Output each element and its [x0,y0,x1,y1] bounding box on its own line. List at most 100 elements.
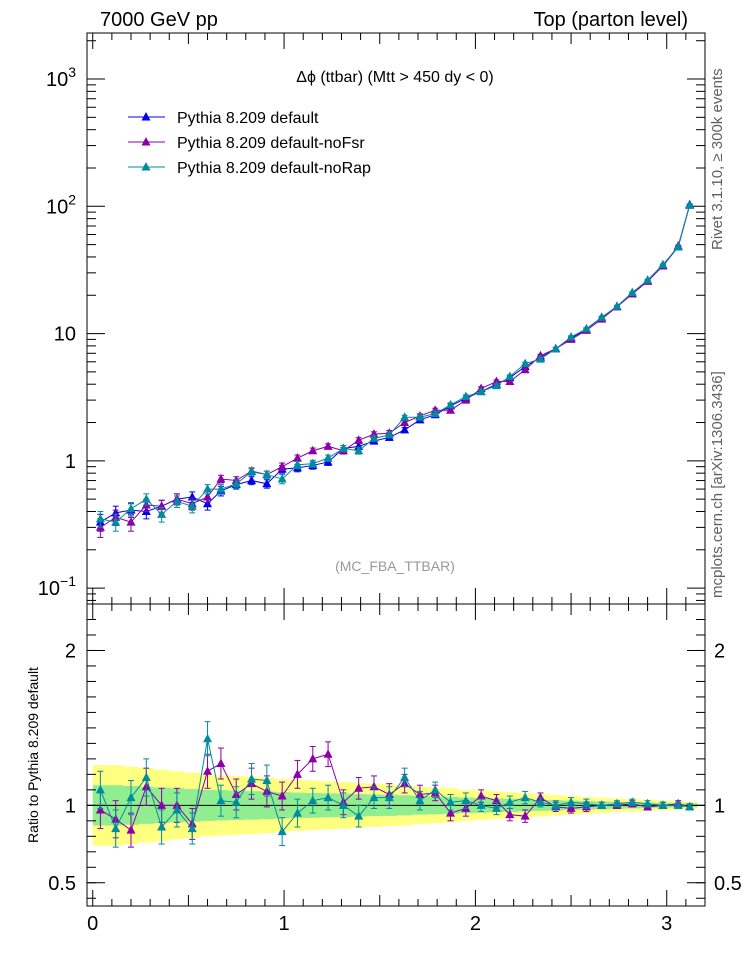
ratio-point [292,808,302,817]
series-line [100,205,691,528]
data-point [430,408,440,418]
y-tick-exponent: 3 [68,64,76,80]
ratio-y-tick-label: 2 [65,640,76,662]
legend-label: Pythia 8.209 default-noFsr [177,135,365,152]
ratio-point [172,804,182,814]
y-tick-label: 102 [46,191,76,218]
ratio-point [491,803,501,812]
series-line [100,205,691,523]
ratio-point [673,800,683,809]
data-point [551,343,561,353]
data-point [461,391,471,401]
y-tick-base: 10 [46,196,68,218]
y-tick-base: 1 [65,451,76,473]
data-point [384,429,394,439]
data-point [520,358,530,368]
data-point [277,473,287,483]
ratio-frame [86,603,706,907]
y-tick-label: 103 [46,64,76,91]
data-point [216,484,226,493]
data-point [323,441,333,450]
ratio-point [597,800,607,809]
ratio-point [446,808,456,817]
ratio-y-tick-label: 1 [65,795,76,817]
data-point [535,354,545,363]
ratio-point [643,798,653,808]
data-point [400,424,410,434]
ratio-y-tick-label-right: 1 [714,795,725,817]
ratio-point [535,792,545,802]
data-point [338,443,348,453]
data-point [247,466,257,476]
x-tick-label: 2 [470,913,481,935]
series-2 [95,200,695,532]
y-tick-base: 10 [38,578,60,600]
ratio-panel: 0.5 0.5 1 1 2 2 Ratio to Pythia 8.209 default [25,603,742,907]
ratio-point [520,811,530,820]
series-1 [95,200,695,538]
data-point [157,509,167,518]
data-point [126,503,136,513]
ratio-point [685,801,695,811]
legend-marker [141,162,151,171]
ratio-line [99,738,690,833]
data-point [415,412,425,421]
ratio-point [231,797,241,806]
ratio-point [520,792,530,802]
ratio-point [126,825,136,834]
data-point [566,331,576,341]
ratio-y-tick-label-right: 0.5 [714,873,742,895]
data-point [597,312,607,321]
ratio-point [187,823,197,833]
data-point [308,458,318,468]
ratio-point [323,792,333,802]
data-point [308,445,318,455]
data-point [673,241,683,251]
main-series-group [95,199,695,538]
header-left: 7000 GeV pp [100,9,218,31]
x-tick-label: 1 [279,913,290,935]
data-point [612,301,622,310]
data-point [216,473,226,483]
data-point [581,323,591,333]
data-point [111,517,121,526]
ratio-point [551,800,561,809]
ratio-point [581,798,591,808]
ratio-point [338,800,348,809]
data-point [292,459,302,469]
ratio-point [203,733,213,743]
ratio-point [354,783,364,792]
ratio-ylabel: Ratio to Pythia 8.209 default [25,667,41,843]
y-tick-exponent: −1 [60,573,76,589]
header-right: Top (parton level) [533,9,688,31]
data-point [658,259,668,269]
ratio-point [446,797,456,806]
data-point [262,469,272,479]
ratio-point [505,809,515,819]
ratio-point [400,772,410,781]
legend: Pythia 8.209 default Pythia 8.209 default… [128,110,371,177]
rivet-label: Rivet 3.1.10, ≥ 300k events [709,68,726,250]
ratio-point [461,795,471,805]
ratio-point [369,781,379,791]
y-tick-base: 10 [46,69,68,91]
data-point [262,478,272,488]
y-tick-label: 10−1 [38,573,76,600]
data-point [446,405,456,414]
ratio-point [126,792,136,802]
ratio-point [535,797,545,806]
data-point [247,475,257,485]
ratio-point [95,804,105,814]
source-label: mcplots.cern.ch [arXiv:1306.3436] [709,371,726,598]
x-axis: 0 1 2 3 [87,604,687,935]
data-point [203,484,213,493]
data-point [187,501,197,510]
data-point [446,399,456,409]
data-point [231,478,241,488]
ratio-point [323,749,333,758]
ratio-point [369,792,379,802]
data-point [203,491,213,501]
ratio-point [384,792,394,802]
